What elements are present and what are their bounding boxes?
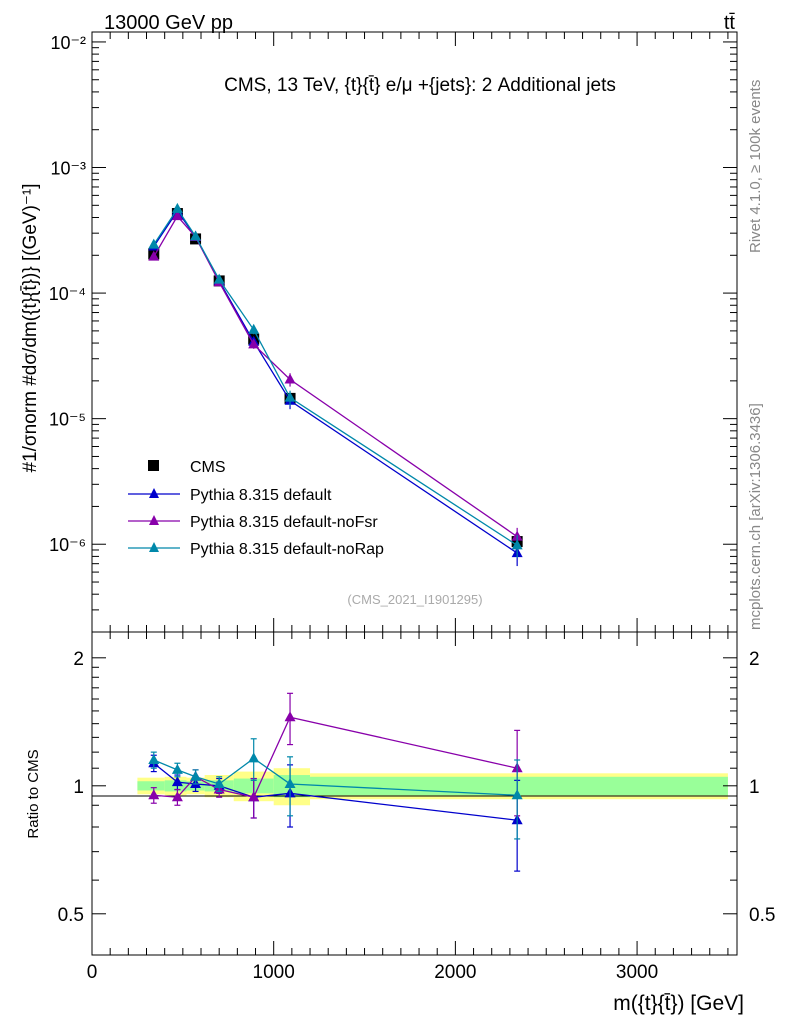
ratio-point-noFsr: [171, 791, 183, 802]
ratio-point-noRap: [284, 777, 296, 788]
uncertainty-band-inner: [310, 776, 728, 796]
ratio-point-noFsr: [248, 791, 260, 802]
x-axis-label: m({t}{t̄}) [GeV]: [613, 992, 744, 1015]
ratio-point-noFsr: [284, 711, 296, 722]
legend-marker-cms: [148, 460, 159, 471]
data-point-noRap: [284, 391, 296, 402]
data-point-noFsr: [171, 210, 183, 221]
main-plot-frame: [91, 31, 738, 633]
ratio-point-noRap: [248, 752, 260, 763]
ratio-point-noRap: [511, 789, 523, 800]
ratio-plot-frame: [91, 631, 738, 956]
ratio-plot-panel: 0.5 0.5 1 1 2 2 0 1000 2000 3000 Ratio to CMS m({…: [25, 631, 775, 1015]
chart-title: CMS, 13 TeV, {t}{t̄} e/μ +{jets}: 2 Addi…: [224, 75, 616, 96]
data-point-noRap: [511, 539, 523, 550]
ratio-point-noFsr: [148, 789, 160, 800]
process-label: tt̄: [724, 12, 736, 34]
data-point-noFsr: [284, 373, 296, 384]
ratio-y-tick-label: 0.5: [58, 905, 84, 926]
y-tick-label: 10⁻⁶: [49, 535, 86, 555]
data-point-noFsr: [148, 250, 160, 261]
ratio-y-tick-label-right: 0.5: [749, 905, 775, 926]
y-tick-label: 10⁻⁵: [49, 410, 86, 430]
mcplots-label: mcplots.cern.ch [arXiv:1306.3436]: [747, 403, 764, 630]
ratio-point-noRap: [213, 777, 225, 788]
legend-marker-norap: [149, 542, 159, 552]
ratio-point-default: [171, 776, 183, 787]
y-axis-label: #1/σnorm #dσ/dm({t}{t̄})} [(GeV)⁻¹]: [20, 183, 41, 472]
ratio-y-axis-label: Ratio to CMS: [25, 749, 42, 838]
y-tick-label: 10⁻⁴: [49, 284, 86, 304]
ratio-y-tick-label: 1: [73, 777, 84, 798]
ratio-y-tick-label: 2: [73, 649, 84, 670]
y-tick-label: 10⁻²: [50, 33, 86, 53]
x-tick-label: 2000: [434, 962, 476, 983]
legend-marker-nofsr: [149, 515, 159, 525]
x-tick-label: 1000: [253, 962, 295, 983]
uncertainty-band-inner: [137, 781, 165, 791]
ratio-y-tick-label-right: 1: [749, 777, 760, 798]
data-point-noFsr: [248, 338, 260, 349]
legend-nofsr: Pythia 8.315 default-noFsr: [190, 514, 378, 531]
y-tick-label: 10⁻³: [50, 159, 86, 179]
rivet-label: Rivet 4.1.0, ≥ 100k events: [747, 80, 764, 253]
analysis-tag: (CMS_2021_I1901295): [347, 592, 482, 607]
ratio-point-noRap: [171, 763, 183, 774]
ratio-point-noRap: [190, 770, 202, 781]
data-point-noRap: [248, 323, 260, 334]
legend: CMS Pythia 8.315 default Pythia 8.315 de…: [128, 459, 384, 558]
legend-marker-default: [149, 488, 159, 498]
ratio-y-tick-label-right: 2: [749, 649, 760, 670]
legend-norap: Pythia 8.315 default-noRap: [190, 541, 384, 558]
data-point-noRap: [148, 238, 160, 249]
legend-cms: CMS: [190, 459, 226, 476]
main-plot-panel: CMS, 13 TeV, {t}{t̄} e/μ +{jets}: 2 Addi…: [20, 31, 738, 633]
ratio-point-noRap: [148, 753, 160, 764]
x-tick-label: 0: [87, 962, 98, 983]
data-point-noRap: [190, 230, 202, 241]
x-tick-label: 3000: [616, 962, 658, 983]
legend-default: Pythia 8.315 default: [190, 487, 332, 504]
data-point-noRap: [213, 273, 225, 284]
data-point-noRap: [171, 202, 183, 213]
beam-label: 13000 GeV pp: [104, 12, 233, 34]
